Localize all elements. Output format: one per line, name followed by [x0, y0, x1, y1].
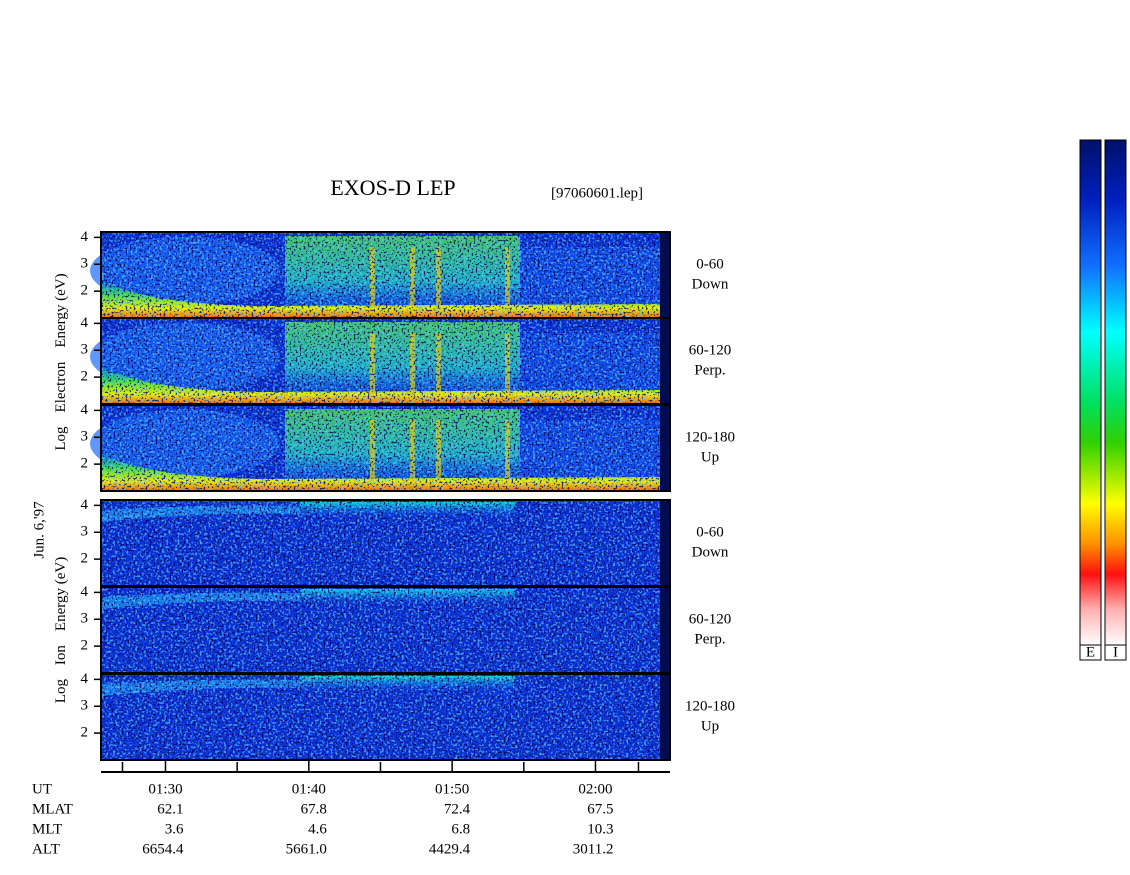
file-name: [97060601.lep]: [551, 185, 643, 201]
ephemeris-value: 5661.0: [286, 841, 327, 857]
edge-column: [660, 318, 670, 404]
y-tick-label: 4: [81, 584, 89, 600]
panel-frame: [100, 404, 671, 492]
y-axis-label-part: Ion: [53, 645, 69, 665]
ephemeris-value: 10.3: [587, 821, 613, 837]
colorbar-label-box: [1104, 644, 1127, 661]
y-tick-label: 4: [81, 497, 89, 513]
panel-label: Down: [692, 276, 729, 292]
y-tick-label: 3: [81, 256, 89, 272]
y-tick-label: 2: [81, 283, 89, 299]
colorbar-e: [1079, 139, 1102, 646]
panel-label: 0-60: [696, 524, 724, 540]
noise: [101, 318, 670, 404]
ephemeris-value: 62.1: [157, 801, 183, 817]
y-tick-label: 3: [81, 698, 89, 714]
y-axis-label-part: Log: [53, 426, 69, 451]
ephemeris-row-name: ALT: [32, 841, 60, 857]
spectrograms: [90, 231, 671, 761]
edge-column: [660, 232, 670, 318]
date: Jun. 6,'97: [31, 501, 47, 559]
panel-label: 120-180: [685, 429, 735, 445]
noise: [101, 587, 670, 673]
edge-column: [660, 405, 670, 491]
y-axis-label-part: Energy (eV): [53, 557, 69, 631]
panel-label: Down: [692, 544, 729, 560]
colorbar-i: [1104, 139, 1127, 646]
ephemeris-value: 72.4: [444, 801, 471, 817]
ephemeris-row-name: MLT: [32, 821, 62, 837]
title: EXOS-D LEP: [330, 175, 455, 200]
y-tick-label: 4: [81, 229, 89, 245]
y-axis-label-part: Energy (eV): [53, 273, 69, 347]
ephemeris-value: 6.8: [451, 821, 470, 837]
y-tick-label: 2: [81, 551, 89, 567]
ephemeris-value: 4.6: [308, 821, 327, 837]
x-tick-label: 01:30: [148, 781, 182, 797]
x-tick-label: 01:50: [435, 781, 469, 797]
ephemeris-value: 67.5: [587, 801, 613, 817]
ephemeris-value: 3011.2: [573, 841, 614, 857]
noise: [101, 674, 670, 760]
noise: [101, 500, 670, 586]
ephemeris-row-name: MLAT: [32, 801, 73, 817]
ephemeris-value: 4429.4: [429, 841, 471, 857]
edge-column: [660, 674, 670, 760]
y-tick-label: 2: [81, 725, 89, 741]
ephemeris-value: 67.8: [301, 801, 327, 817]
colorbar-label: I: [1113, 644, 1118, 660]
ephemeris-row-name: UT: [32, 781, 52, 797]
panel-label: Perp.: [694, 362, 725, 378]
y-tick-label: 2: [81, 638, 89, 654]
y-tick-label: 2: [81, 456, 89, 472]
ephemeris-value: 3.6: [165, 821, 184, 837]
panel-label: 60-120: [689, 342, 732, 358]
edge-column: [660, 500, 670, 586]
y-tick-label: 4: [81, 315, 89, 331]
panel-label: Up: [701, 449, 719, 465]
noise: [101, 405, 670, 491]
colorbar-label-box: [1079, 644, 1102, 661]
panel-frame: [100, 673, 671, 761]
x-tick-label: 02:00: [578, 781, 612, 797]
panel-label: Up: [701, 718, 719, 734]
edge-column: [660, 587, 670, 673]
y-tick-label: 3: [81, 524, 89, 540]
panel-label: 0-60: [696, 256, 724, 272]
panel-label: Perp.: [694, 631, 725, 647]
y-tick-label: 4: [81, 671, 89, 687]
noise: [101, 232, 670, 318]
colorbars: E I: [1079, 139, 1127, 661]
y-tick-label: 3: [81, 611, 89, 627]
y-tick-label: 2: [81, 369, 89, 385]
y-tick-label: 4: [81, 402, 89, 418]
y-axis-label-part: Log: [53, 679, 69, 704]
ephemeris-value: 6654.4: [142, 841, 184, 857]
panel-label: 60-120: [689, 611, 732, 627]
panel-label: 120-180: [685, 698, 735, 714]
y-tick-label: 3: [81, 342, 89, 358]
y-axis-label: Log Electron Energy (eV): [53, 273, 69, 450]
y-axis-label: Log Ion Energy (eV): [53, 557, 69, 703]
x-tick-label: 01:40: [292, 781, 326, 797]
y-axis-label-part: Electron: [53, 361, 69, 412]
colorbar-label: E: [1086, 644, 1095, 660]
y-tick-label: 3: [81, 429, 89, 445]
